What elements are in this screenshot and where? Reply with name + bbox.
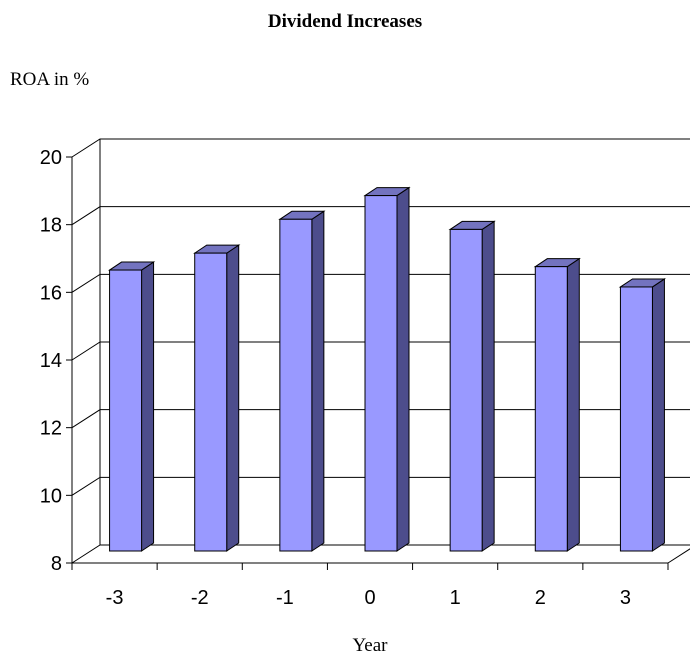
y-tick-label: 12	[40, 418, 62, 440]
y-tick-label: 20	[40, 147, 62, 169]
bar	[194, 252, 228, 552]
y-tick-label: 8	[51, 553, 62, 575]
x-tick-label: -1	[276, 587, 294, 609]
bar-side	[481, 220, 495, 552]
chart-title: Dividend Increases	[268, 11, 422, 32]
bar-side	[396, 186, 410, 552]
bar-side	[651, 278, 665, 552]
gridline	[71, 476, 690, 496]
bar	[109, 269, 143, 552]
gridline	[71, 206, 690, 226]
gridline	[71, 409, 690, 429]
bar	[619, 286, 653, 552]
gridline	[71, 138, 690, 158]
x-tick-label: -2	[191, 587, 209, 609]
y-axis-label: ROA in %	[10, 69, 89, 90]
gridline	[71, 544, 690, 564]
gridline	[71, 341, 690, 361]
y-tick-label: 14	[40, 350, 62, 372]
bar	[279, 218, 313, 552]
y-tick-label: 10	[40, 485, 62, 507]
x-tick-label: 0	[364, 587, 375, 609]
bar-side	[226, 244, 240, 552]
floor-right-edge	[667, 548, 690, 564]
bar-side	[566, 257, 580, 552]
bar	[449, 228, 483, 552]
x-tick-label: 1	[450, 587, 461, 609]
y-tick-label: 16	[40, 282, 62, 304]
y-tick-label: 18	[40, 215, 62, 237]
gridline	[71, 273, 690, 293]
bar	[364, 195, 398, 552]
x-tick-label: -3	[106, 587, 124, 609]
bar	[534, 266, 568, 552]
x-tick-label: 3	[620, 587, 631, 609]
x-axis-label: Year	[352, 635, 388, 656]
bar-side	[141, 261, 155, 552]
x-tick-label: 2	[535, 587, 546, 609]
bar-side	[311, 210, 325, 552]
